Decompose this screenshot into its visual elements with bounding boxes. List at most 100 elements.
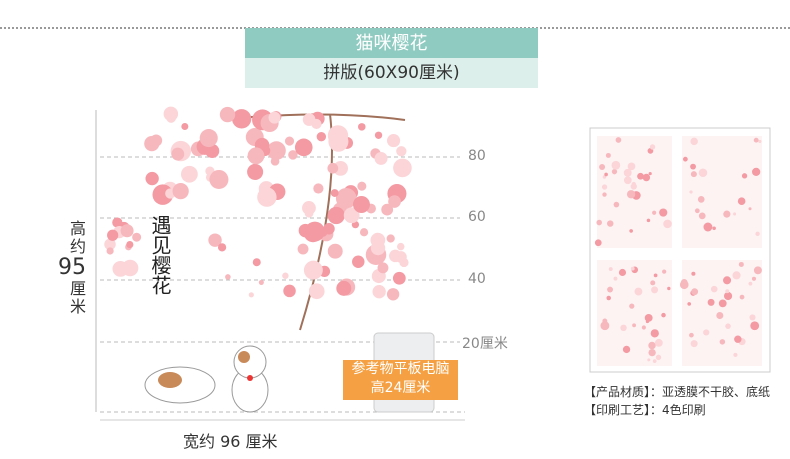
blossom (751, 276, 757, 281)
blossom (374, 152, 388, 165)
blossom (698, 168, 708, 177)
blossom (691, 271, 696, 276)
blossoms (104, 106, 412, 301)
blossom (144, 136, 160, 152)
blossom (180, 165, 198, 183)
reference-label: 参考物平板电脑 高24厘米 (343, 360, 458, 400)
blossom (372, 285, 386, 299)
blossom (209, 169, 229, 189)
blossom (712, 226, 716, 231)
blossom (641, 325, 646, 330)
blossom (663, 219, 672, 229)
blossom (121, 259, 139, 277)
blossom (107, 229, 119, 241)
blossom (303, 260, 323, 280)
blossom (126, 241, 134, 249)
blossom (166, 113, 176, 123)
blossom (661, 312, 666, 318)
blossom (611, 160, 621, 170)
title: 猫咪樱花 (245, 28, 538, 58)
blossom (607, 286, 614, 293)
ruler-mark: 80 (468, 148, 486, 164)
blossom (327, 162, 339, 174)
blossom (623, 168, 632, 177)
blossom (630, 183, 637, 190)
blossom (352, 255, 365, 268)
reference-line: 参考物平板电脑 (351, 361, 450, 377)
ruler-mark: 40 (468, 271, 486, 287)
ruler-mark: 60 (468, 209, 486, 225)
blossom (687, 302, 692, 306)
blossom (323, 223, 335, 235)
blossom (370, 240, 386, 256)
reference-line: 高24厘米 (370, 380, 431, 396)
blossom (634, 287, 643, 296)
blossom (297, 243, 309, 255)
blossom (645, 319, 650, 324)
blossom (750, 321, 760, 331)
blossom (288, 150, 298, 160)
height-unit: 厘米 (67, 280, 86, 316)
blossom (651, 286, 659, 294)
blossom (649, 144, 656, 150)
blossom (650, 280, 656, 286)
cats (144, 345, 269, 413)
blossom (599, 163, 606, 170)
blossom (748, 207, 752, 211)
blossom (247, 163, 264, 180)
blossom (397, 242, 405, 251)
blossom (392, 271, 406, 285)
blossom (217, 243, 227, 252)
blossom (219, 106, 236, 123)
blossom (753, 266, 762, 275)
blossom (723, 210, 731, 218)
blossom (758, 139, 762, 144)
blossom (618, 268, 627, 277)
blossom (637, 172, 644, 180)
blossom (739, 294, 745, 300)
blossom (304, 208, 314, 218)
blossom (620, 324, 627, 332)
blossom (386, 234, 395, 243)
blossom (395, 251, 407, 263)
blossom (132, 232, 142, 242)
blossom (252, 258, 261, 267)
blossom (690, 137, 698, 146)
blossom (690, 340, 698, 348)
blossom (718, 299, 727, 308)
blossom (225, 274, 231, 280)
blossom (606, 295, 611, 301)
blossom (615, 137, 622, 143)
blossom (381, 203, 394, 216)
blossom (396, 146, 407, 157)
blossom (283, 284, 296, 298)
blossom (755, 231, 760, 236)
width-label: 宽约 96 厘米 (183, 432, 278, 451)
blossom (719, 339, 726, 345)
blossom (723, 276, 732, 285)
blossom (662, 269, 667, 274)
blossom (694, 208, 700, 214)
spec: 【产品材质】：亚透膜不干胶、底纸 (584, 385, 771, 399)
blossom (393, 158, 412, 178)
title-banner: 猫咪樱花 拼版(60X90厘米) (245, 28, 538, 88)
blossom (647, 358, 651, 362)
height-value: 95 (58, 255, 86, 280)
blossom (377, 262, 389, 274)
blossom (689, 190, 693, 194)
blossom (328, 131, 349, 152)
calligraphy: 遇见樱花 (148, 215, 172, 295)
blossom (716, 312, 724, 320)
blossom (703, 222, 713, 232)
blossom (725, 289, 730, 294)
blossom (667, 286, 671, 291)
blossom (627, 162, 636, 171)
blossom (733, 352, 738, 357)
blossom (723, 291, 733, 301)
blossom (690, 171, 697, 178)
blossom (659, 208, 668, 217)
blossom (313, 183, 324, 194)
blossom (358, 123, 366, 131)
spec: 【印刷工艺】：4色印刷 (584, 403, 706, 417)
